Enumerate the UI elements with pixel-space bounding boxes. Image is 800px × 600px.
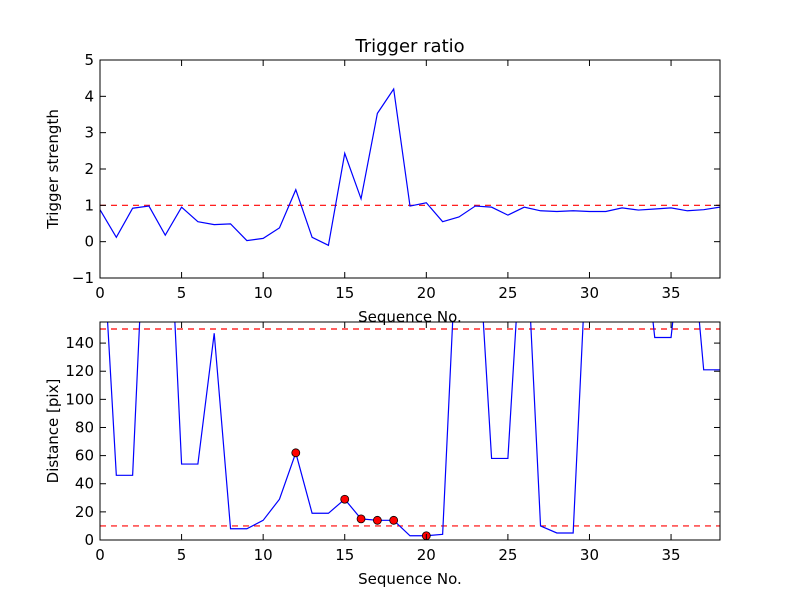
axes-frame [99, 59, 721, 279]
y-tick-label: 100 [65, 390, 94, 408]
x-tick-label: 15 [335, 284, 354, 302]
y-tick-label: 0 [84, 233, 94, 251]
x-tick-label: 15 [335, 546, 354, 564]
y-tick-label: 80 [75, 418, 94, 436]
x-tick-label: 5 [177, 546, 187, 564]
x-axis-label: Sequence No. [358, 570, 462, 588]
y-tick-label: 2 [84, 160, 94, 178]
y-tick-label: 0 [84, 531, 94, 549]
data-marker [340, 494, 350, 504]
x-tick-label: 25 [498, 284, 517, 302]
x-tick-label: 30 [580, 546, 599, 564]
x-tick-label: 10 [254, 546, 273, 564]
x-tick-label: 20 [417, 546, 436, 564]
y-tick-label: 5 [84, 51, 94, 69]
distance-panel: 0 5 10 15 20 25 30 35 0 20 40 60 80 100 120 140 Sequence… [44, 321, 721, 588]
y-tick-label: 140 [65, 334, 94, 352]
y-tick-label: −1 [72, 269, 94, 287]
x-tick-label: 30 [580, 284, 599, 302]
chart-title: Trigger ratio [354, 36, 464, 57]
x-tick-label: 35 [662, 546, 681, 564]
y-tick-label: 40 [75, 475, 94, 493]
x-tick-label: 35 [662, 284, 681, 302]
y-tick-label: 20 [75, 503, 94, 521]
y-axis-label: Trigger strength [44, 109, 62, 230]
x-tick-label: 0 [95, 546, 105, 564]
x-tick-label: 10 [254, 284, 273, 302]
data-marker [291, 448, 301, 458]
y-tick-label: 60 [75, 447, 94, 465]
y-tick-label: 1 [84, 196, 94, 214]
data-marker [389, 515, 399, 525]
y-tick-label: 120 [65, 362, 94, 380]
x-axis-label: Sequence No. [358, 308, 462, 326]
data-marker [356, 514, 366, 524]
series-line [106, 322, 720, 537]
y-tick-label: 3 [84, 124, 94, 142]
data-marker [372, 515, 382, 525]
y-tick-label: 4 [84, 87, 94, 105]
x-tick-label: 25 [498, 546, 517, 564]
axes-frame [99, 321, 721, 541]
y-axis-label: Distance [pix] [44, 379, 62, 484]
x-tick-label: 5 [177, 284, 187, 302]
x-tick-label: 20 [417, 284, 436, 302]
x-tick-label: 0 [95, 284, 105, 302]
series-line [100, 87, 720, 247]
